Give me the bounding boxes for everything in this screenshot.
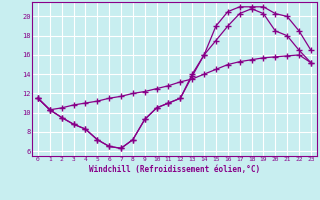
- X-axis label: Windchill (Refroidissement éolien,°C): Windchill (Refroidissement éolien,°C): [89, 165, 260, 174]
